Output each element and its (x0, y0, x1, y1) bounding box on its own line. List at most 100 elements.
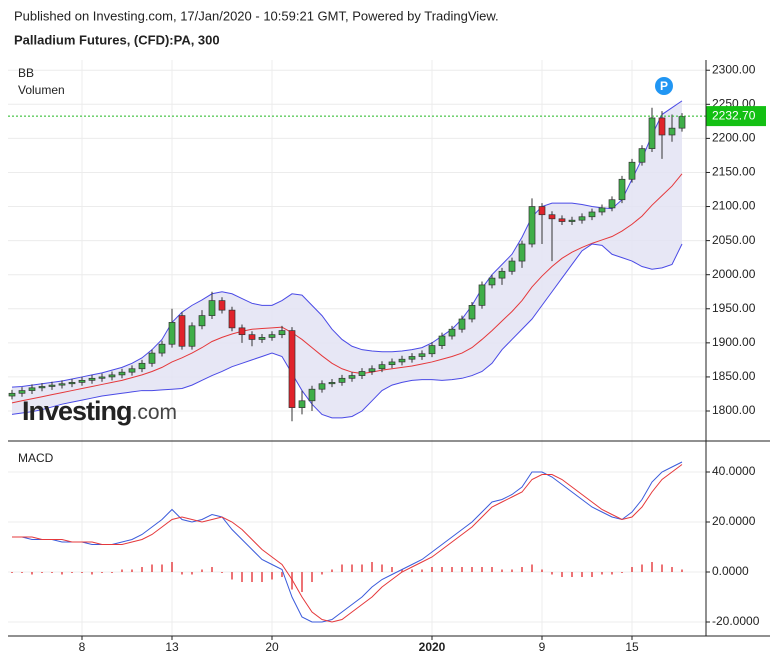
candle-body (208, 300, 216, 316)
candle-body (258, 337, 266, 340)
last-price-label: 2232.70 (712, 108, 756, 122)
candle-body (48, 384, 56, 387)
histogram-bar (561, 572, 563, 577)
candle-body (568, 219, 576, 222)
logo: Investing.com (22, 396, 177, 426)
candle-body (58, 383, 66, 386)
x-tick-label: 20 (265, 640, 279, 654)
histogram-bar (341, 564, 343, 572)
candle-body (288, 330, 296, 408)
candle-body (578, 216, 586, 221)
candle-body (78, 379, 86, 383)
candle-body (418, 353, 426, 357)
histogram-bar (251, 572, 253, 582)
candle-body (488, 277, 496, 286)
histogram-bar (171, 562, 173, 572)
panel-title: MACD (18, 451, 54, 465)
histogram-bar (91, 572, 93, 575)
band-line (11, 173, 683, 404)
histogram-bar (611, 572, 613, 575)
x-tick-label: 2020 (419, 640, 446, 654)
candle-body (38, 386, 46, 389)
y-tick-label: 2100.00 (712, 199, 756, 213)
histogram-bar (161, 564, 163, 572)
histogram-bar (281, 572, 283, 577)
histogram-bar (121, 569, 123, 572)
candle-body (328, 382, 336, 385)
candle-body (298, 400, 306, 408)
candle-body (638, 148, 646, 163)
histogram-bar (41, 572, 43, 573)
histogram-bar (481, 567, 483, 572)
histogram-bar (231, 572, 233, 580)
candle-body (218, 300, 226, 311)
y-tick-label: 2000.00 (712, 267, 756, 281)
histogram-bar (61, 572, 63, 575)
candle-body (128, 368, 136, 373)
histogram-bar (641, 564, 643, 572)
histogram-bar (571, 572, 573, 577)
published-note: Published on Investing.com, 17/Jan/2020 … (14, 8, 499, 23)
candle-body (168, 322, 176, 345)
candle-body (268, 334, 276, 338)
histogram-bar (311, 572, 313, 582)
histogram-bar (361, 564, 363, 572)
marker-badge (655, 77, 673, 95)
histogram-bar (131, 569, 133, 572)
candle-body (318, 383, 326, 390)
candle-body (608, 199, 616, 209)
y-tick-label: 2150.00 (712, 165, 756, 179)
candle-body (348, 375, 356, 379)
histogram-bar (241, 572, 243, 582)
histogram-bar (411, 569, 413, 572)
histogram-bar (581, 572, 583, 577)
candle-body (108, 374, 116, 378)
candle-body (538, 206, 546, 216)
candle-body (428, 345, 436, 355)
histogram-bar (111, 572, 113, 573)
y-tick-label: 20.0000 (712, 514, 756, 528)
histogram-bar (391, 567, 393, 572)
histogram-bar (631, 567, 633, 572)
histogram-bar (321, 572, 323, 575)
histogram-bar (221, 572, 223, 573)
candle-body (658, 117, 666, 136)
y-tick-label: 40.0000 (712, 464, 756, 478)
candle-body (558, 218, 566, 222)
histogram-bar (441, 567, 443, 572)
y-tick-label: 2200.00 (712, 131, 756, 145)
candle-body (188, 325, 196, 347)
histogram-bar (471, 567, 473, 572)
candle-body (618, 178, 626, 201)
candle-body (8, 392, 16, 397)
logo-brand: Investing (22, 396, 132, 426)
logo-suffix: .com (132, 401, 178, 424)
histogram-bar (151, 564, 153, 572)
histogram-bar (651, 562, 653, 572)
candle-body (548, 214, 556, 220)
histogram-bar (431, 567, 433, 572)
histogram-bar (201, 569, 203, 572)
plot-layer: 1800.00 1850.00 1900.00 1950.00 2000.00 2050.… (8, 60, 766, 654)
candle-body (358, 371, 366, 376)
candle-body (478, 284, 486, 306)
macd-line (12, 461, 683, 623)
y-tick-label: 2050.00 (712, 233, 756, 247)
candle-body (308, 388, 316, 402)
candle-body (278, 330, 286, 336)
candle-body (378, 364, 386, 370)
histogram-bar (141, 567, 143, 572)
histogram-bar (211, 567, 213, 572)
candle-body (148, 352, 156, 364)
x-tick-label: 8 (79, 640, 86, 654)
candle-body (388, 361, 396, 366)
y-tick-label: 2300.00 (712, 62, 756, 76)
y-tick-label: 1850.00 (712, 369, 756, 383)
candle-body (508, 260, 516, 272)
histogram-bar (31, 572, 33, 575)
histogram-bar (261, 572, 263, 582)
histogram-bar (301, 572, 303, 592)
histogram-bar (71, 572, 73, 573)
histogram-bar (521, 567, 523, 572)
